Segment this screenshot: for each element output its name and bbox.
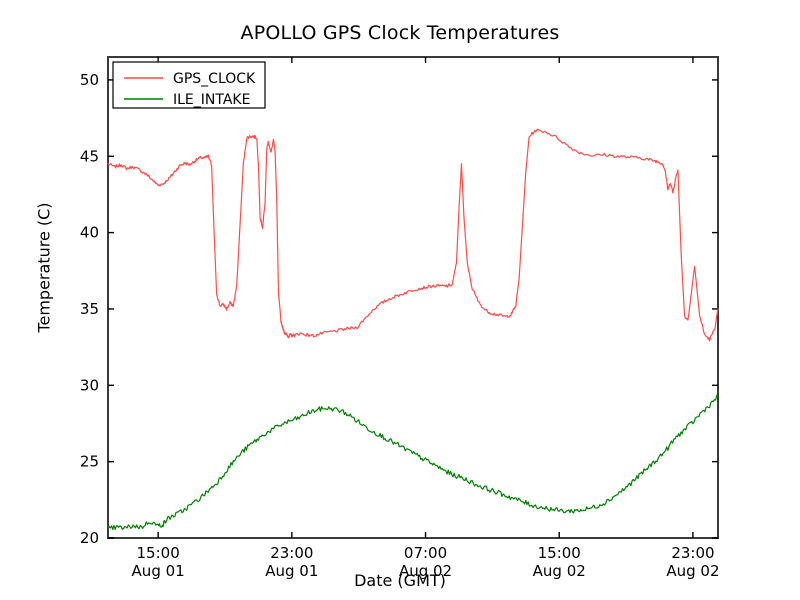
x-axis-label: Date (GMT) — [354, 571, 446, 590]
x-tick-label-date: Aug 02 — [666, 562, 719, 580]
x-tick-label-date: Aug 02 — [533, 562, 586, 580]
series-line-ile_intake — [107, 394, 719, 531]
y-tick-label: 20 — [80, 529, 99, 547]
x-tick-label-date: Aug 01 — [132, 562, 185, 580]
y-tick-label: 40 — [80, 224, 99, 242]
x-tick-label-date: Aug 02 — [399, 562, 452, 580]
legend-label-gps_clock: GPS_CLOCK — [173, 71, 256, 87]
y-axis-label: Temperature (C) — [34, 202, 54, 333]
y-tick-label: 25 — [80, 453, 99, 471]
series-line-gps_clock — [107, 128, 719, 342]
x-tick-label-date: Aug 01 — [265, 562, 318, 580]
y-tick-label: 30 — [80, 376, 99, 394]
plot-frame — [107, 56, 719, 539]
x-tick-label-time: 07:00 — [404, 544, 447, 562]
legend-box — [112, 61, 266, 109]
x-tick-label-time: 23:00 — [270, 544, 313, 562]
x-tick-label-time: 23:00 — [671, 544, 714, 562]
x-tick-label-time: 15:00 — [538, 544, 581, 562]
data-series-group — [107, 128, 719, 531]
x-tick-label-time: 15:00 — [137, 544, 180, 562]
y-tick-label: 35 — [80, 300, 99, 318]
chart-legend: GPS_CLOCK ILE_INTAKE — [112, 61, 266, 109]
y-tick-label: 45 — [80, 147, 99, 165]
y-axis-ticks: 20 25 30 35 40 45 50 — [80, 71, 718, 547]
y-tick-label: 50 — [80, 71, 99, 89]
legend-label-ile_intake: ILE_INTAKE — [173, 92, 250, 108]
chart-title: APOLLO GPS Clock Temperatures — [240, 22, 560, 44]
